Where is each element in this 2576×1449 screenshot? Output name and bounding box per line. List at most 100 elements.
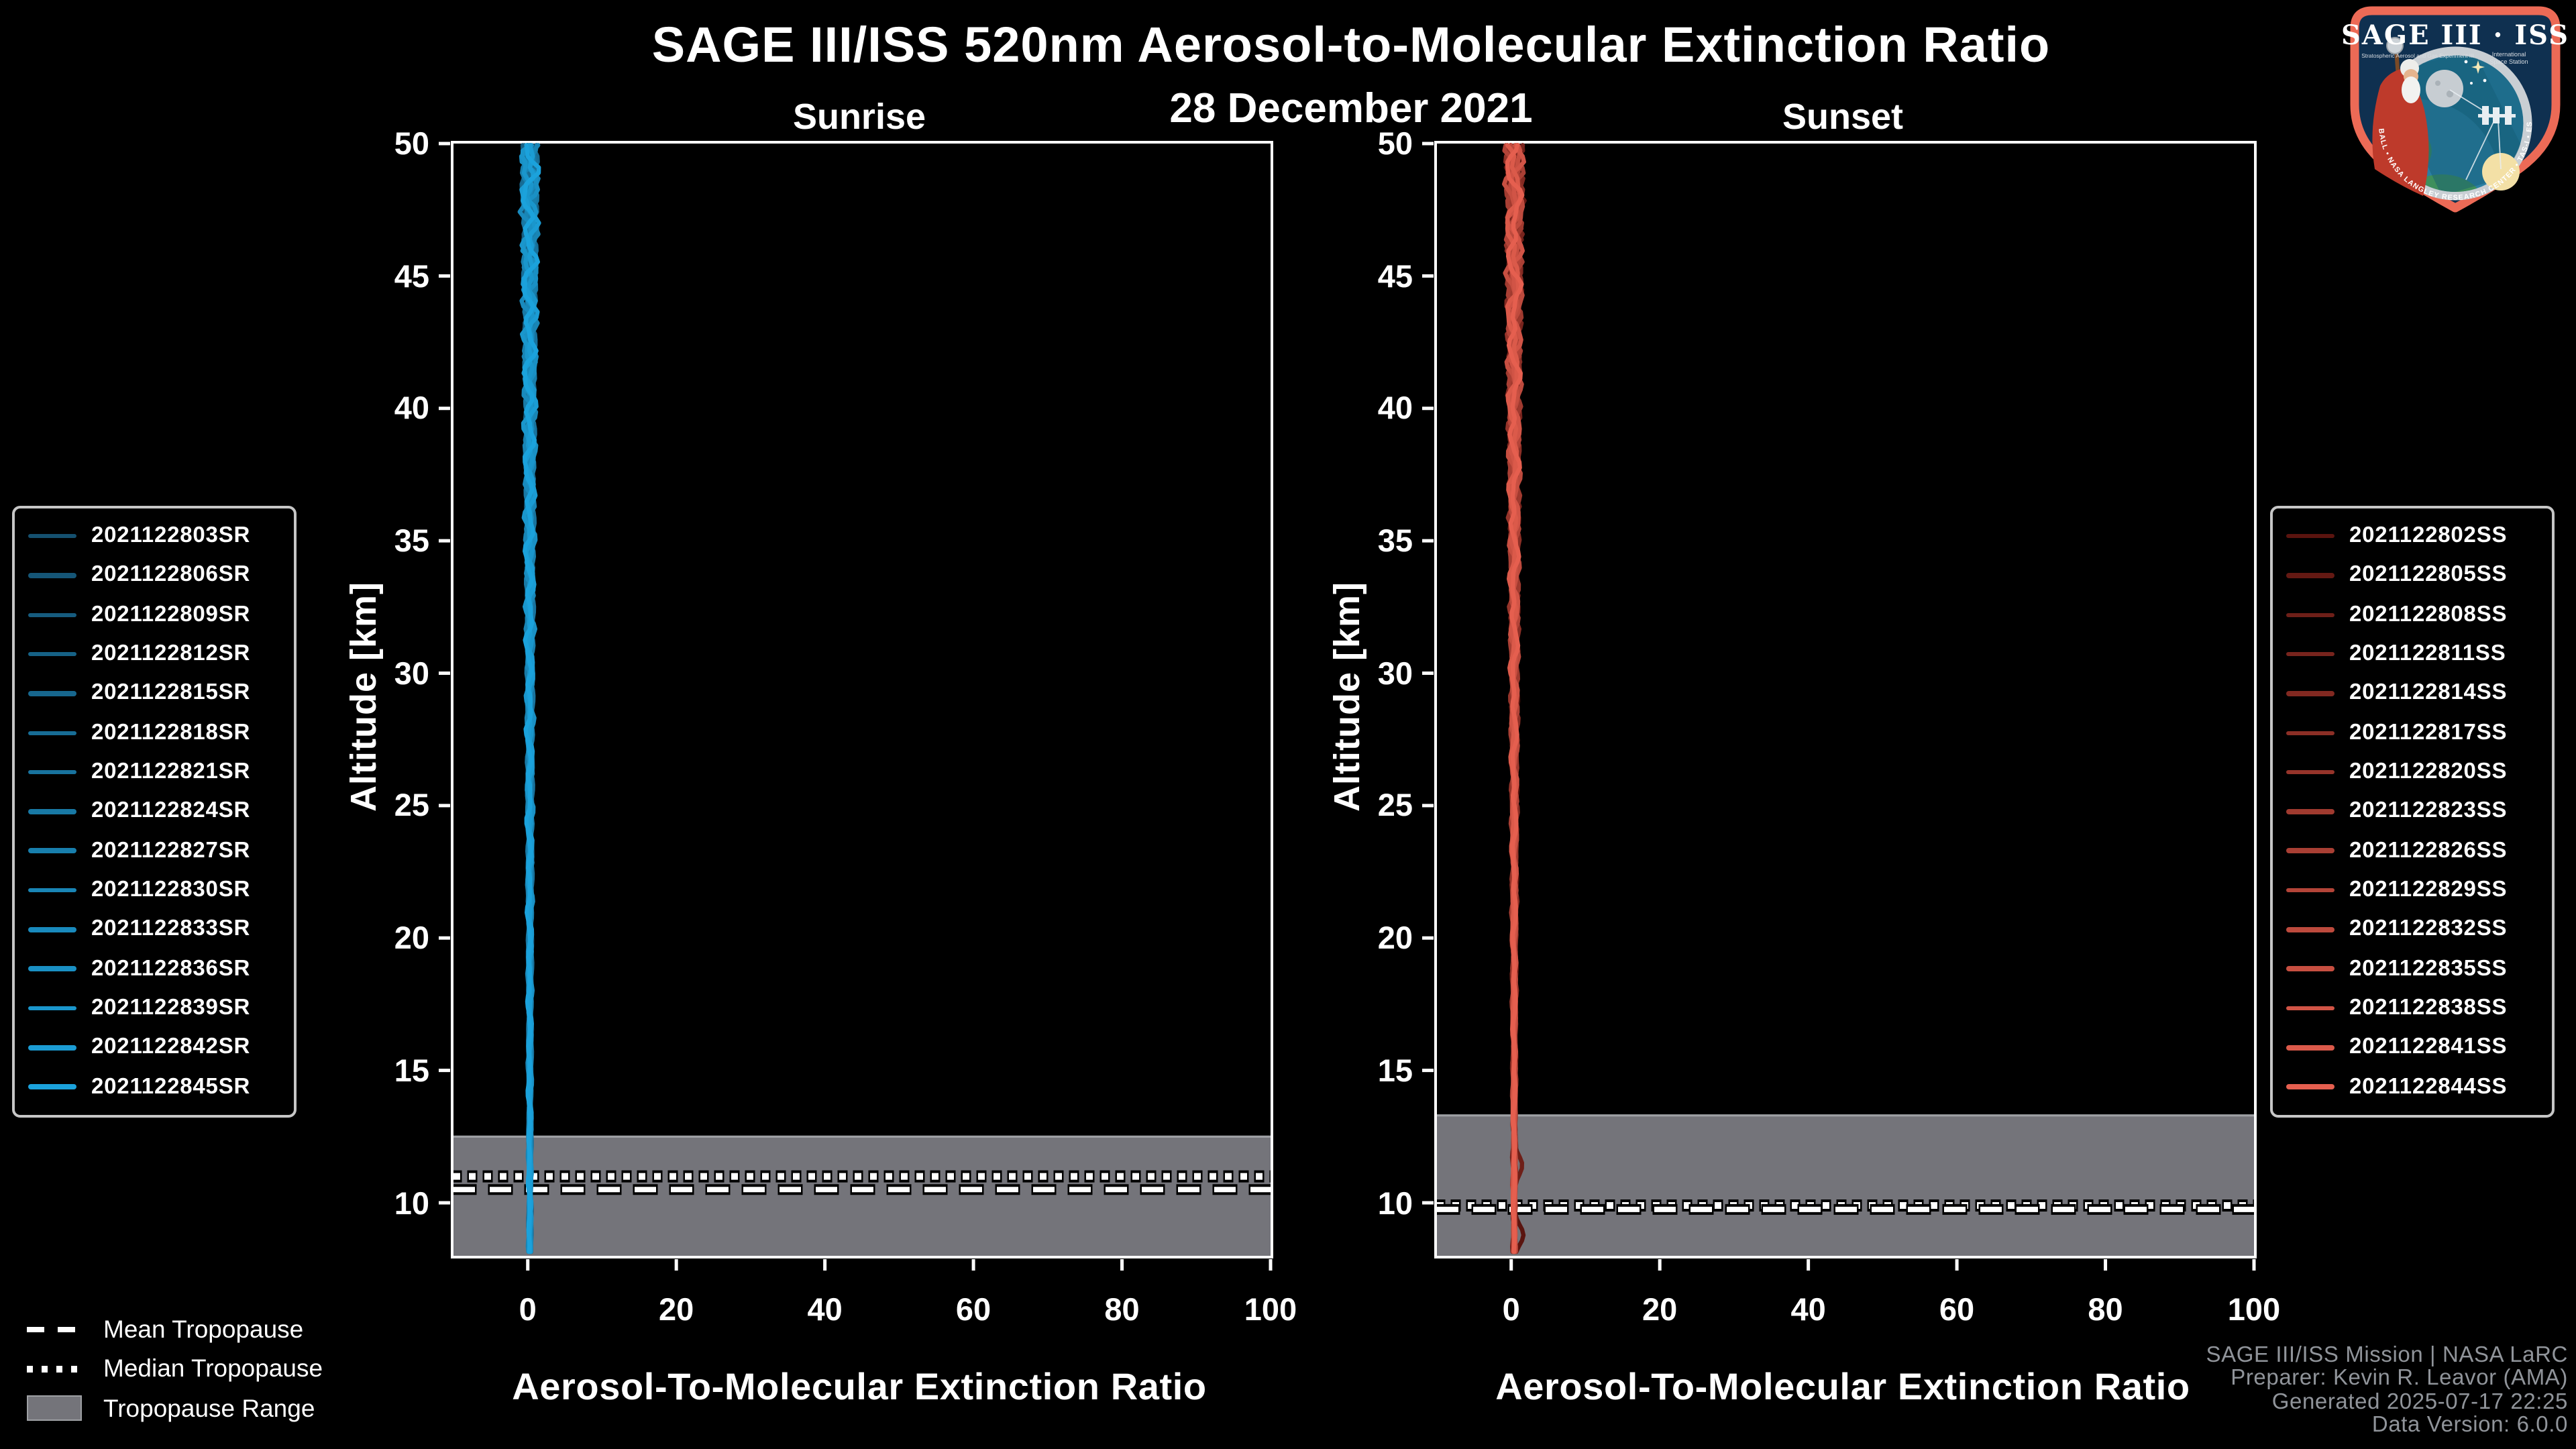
legend-line-swatch [2286,1084,2334,1090]
tropopause-legend: Mean Tropopause Median Tropopause Tropopau… [27,1309,323,1428]
legend-item: 2021122842SR [28,1030,294,1066]
x-axis-label-sunset: Aerosol-To-Molecular Extinction Ratio [1495,1366,2190,1407]
logo-subtitle-left: Stratospheric Aerosol and Gas Experiment… [2361,52,2474,59]
legend-item-label: 2021122814SS [2349,680,2508,705]
legend-item-label: 2021122824SR [91,798,251,823]
legend-item-label: 2021122809SR [91,602,251,627]
footer-generated: Generated 2025-07-17 22:25 [2271,1389,2568,1414]
tropopause-dashed-swatch [27,1326,82,1332]
y-tick-label: 10 [1377,1185,1413,1221]
legend-item: 2021122814SS [2286,676,2552,712]
tropopause-legend-item: Tropopause Range [27,1389,323,1428]
legend-line-swatch [2286,1045,2334,1051]
x-axis-label-sunrise: Aerosol-To-Molecular Extinction Ratio [512,1366,1207,1407]
y-tick-label: 50 [394,126,429,161]
y-tick-label: 45 [394,258,429,294]
legend-item: 2021122805SS [2286,557,2552,594]
legend-line-swatch [28,1084,76,1090]
x-tick-label: 0 [519,1292,537,1327]
x-tick-label: 100 [1244,1292,1297,1327]
legend-line-swatch [28,888,76,893]
y-tick-label: 50 [1377,126,1413,161]
legend-item: 2021122835SS [2286,951,2552,987]
legend-item: 2021122845SR [28,1069,294,1106]
tropopause-range-band [1437,1115,2254,1256]
sun-icon [2482,153,2520,191]
tropopause-legend-item: Median Tropopause [27,1349,323,1389]
page-title: SAGE III/ISS 520nm Aerosol-to-Molecular … [651,17,2051,72]
legend-line-swatch [28,769,76,775]
legend-item: 2021122803SR [28,518,294,554]
legend-item: 2021122823SS [2286,794,2552,830]
sunset-plot-svg [1422,142,2256,1271]
legend-item: 2021122836SR [28,951,294,987]
legend-item: 2021122841SS [2286,1030,2552,1066]
tropopause-legend-label: Median Tropopause [103,1354,323,1383]
legend-item: 2021122806SR [28,557,294,594]
legend-line-swatch [2286,927,2334,932]
y-tick-label: 35 [394,523,429,559]
sunrise-panel: Sunrise Altitude [km] 10 15 20 25 30 35 40 45 50… [343,0,1297,1449]
legend-item: 2021122824SR [28,794,294,830]
legend-line-swatch [2286,809,2334,814]
sunrise-plot-svg [439,142,1273,1271]
legend-item: 2021122821SR [28,754,294,790]
legend-line-swatch [2286,1006,2334,1011]
moon-crater [2446,90,2454,98]
legend-item-label: 2021122833SR [91,916,251,941]
legend-line-swatch [2286,966,2334,972]
sunrise-event-legend: 2021122803SR 2021122806SR 2021122809SR 2021… [12,506,297,1118]
legend-item-label: 2021122803SR [91,523,251,548]
legend-item-label: 2021122832SS [2349,916,2508,941]
x-tick-label: 100 [2227,1292,2281,1327]
y-tick-label: 15 [1377,1053,1413,1088]
legend-item: 2021122827SR [28,833,294,869]
legend-item-label: 2021122842SR [91,1034,251,1059]
y-tick-label: 30 [394,655,429,691]
legend-item-label: 2021122820SS [2349,759,2508,784]
legend-item: 2021122844SS [2286,1069,2552,1106]
panel-title-sunset: Sunset [1782,97,1904,137]
legend-item-label: 2021122821SR [91,759,251,784]
legend-item-label: 2021122836SR [91,956,251,981]
legend-item-label: 2021122829SS [2349,877,2508,902]
x-tick-label: 20 [1642,1292,1678,1327]
x-tick-label: 40 [807,1292,843,1327]
legend-item-label: 2021122841SS [2349,1034,2508,1059]
legend-item: 2021122838SS [2286,990,2552,1026]
y-tick-label: 20 [1377,920,1413,956]
legend-item: 2021122820SS [2286,754,2552,790]
legend-line-swatch [2286,769,2334,775]
legend-item: 2021122818SR [28,715,294,751]
legend-item-label: 2021122838SS [2349,996,2508,1020]
x-tick-label: 80 [1104,1292,1140,1327]
legend-line-swatch [2286,651,2334,657]
legend-line-swatch [28,691,76,696]
legend-item-label: 2021122827SR [91,838,251,863]
x-tick-label: 80 [2088,1292,2123,1327]
robed-figure [2372,37,2429,196]
legend-line-swatch [2286,573,2334,578]
panel-title-sunrise: Sunrise [792,97,926,137]
legend-line-swatch [28,927,76,932]
legend-line-swatch [28,731,76,736]
legend-item: 2021122826SS [2286,833,2552,869]
y-tick-label: 20 [394,920,429,956]
chart-date: 28 December 2021 [1169,85,1533,131]
footer-preparer: Preparer: Kevin R. Leavor (AMA) [2231,1366,2568,1391]
legend-item-label: 2021122812SR [91,641,251,666]
moon-crater [2435,80,2440,86]
profile-line-2021122845SR [521,143,541,1254]
legend-item: 2021122832SS [2286,912,2552,948]
tropopause-legend-label: Mean Tropopause [103,1314,304,1343]
legend-item-label: 2021122808SS [2349,602,2508,627]
y-tick-label: 30 [1377,655,1413,691]
tropopause-legend-label: Tropopause Range [103,1393,315,1422]
legend-item: 2021122812SR [28,636,294,672]
footer-mission: SAGE III/ISS Mission | NASA LaRC [2206,1343,2568,1367]
legend-line-swatch [28,1045,76,1051]
y-tick-label: 15 [394,1053,429,1088]
sunset-event-legend: 2021122802SS 2021122805SS 2021122808SS 2021… [2270,506,2555,1118]
legend-line-swatch [2286,691,2334,696]
